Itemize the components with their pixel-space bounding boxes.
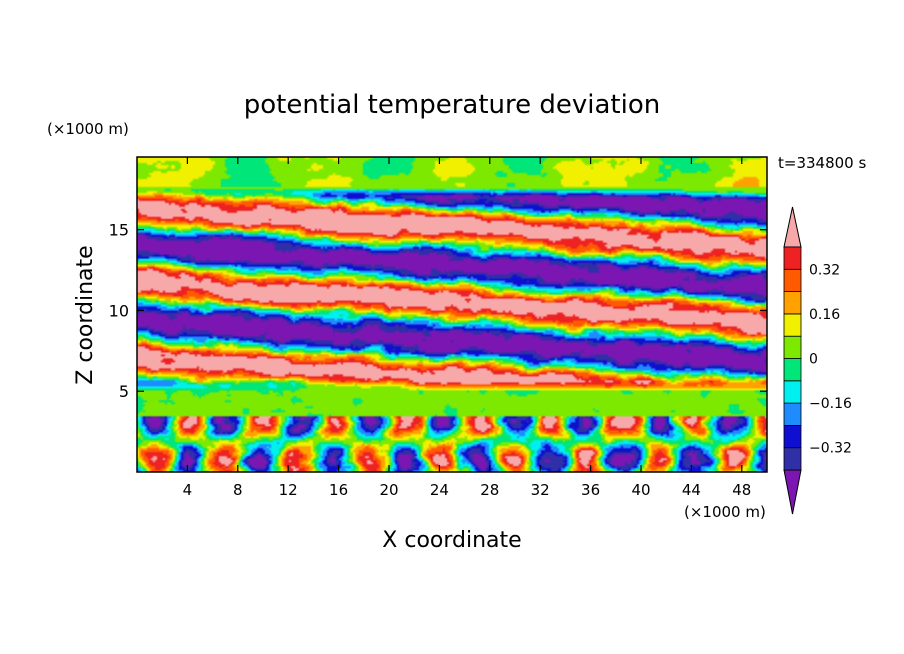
colorbar: 0.32 0.16 0 −0.16 −0.32 — [783, 206, 852, 515]
colorbar-extend-low — [783, 469, 802, 515]
colorbar-box — [783, 291, 802, 315]
time-label: t=334800 s — [778, 154, 866, 172]
colorbar-box — [783, 268, 802, 292]
x-tick-label: 24 — [430, 481, 449, 499]
x-tick-label: 44 — [682, 481, 701, 499]
colorbar-box — [783, 313, 802, 337]
x-tick-label: 40 — [631, 481, 650, 499]
colorbar-box — [783, 447, 802, 471]
colorbar-label: 0.16 — [809, 307, 840, 323]
colorbar-box — [783, 402, 802, 426]
plot-frame — [136, 156, 768, 473]
chart-title: potential temperature deviation — [244, 90, 660, 120]
x-tick-label: 8 — [233, 481, 243, 499]
y-tick-label: 5 — [119, 382, 129, 401]
colorbar-label: 0.32 — [809, 262, 840, 278]
colorbar-label: −0.32 — [809, 441, 852, 457]
y-axis: 5 10 15 — [109, 221, 767, 401]
x-unit-label: (×1000 m) — [684, 503, 766, 521]
x-tick-label: 4 — [183, 481, 193, 499]
y-tick-label: 15 — [109, 221, 129, 240]
x-tick-label: 48 — [732, 481, 751, 499]
x-tick-label: 16 — [329, 481, 348, 499]
colorbar-label: 0 — [809, 352, 818, 368]
y-tick-label: 10 — [109, 301, 129, 320]
x-axis: 4 8 12 16 20 24 28 32 36 40 44 48 — [183, 157, 751, 499]
colorbar-box — [783, 335, 802, 359]
y-axis-label: Z coordinate — [73, 245, 98, 384]
colorbar-extend-high — [783, 206, 802, 248]
x-axis-label: X coordinate — [382, 528, 521, 553]
x-tick-label: 20 — [379, 481, 398, 499]
colorbar-box — [783, 424, 802, 449]
colorbar-box — [783, 246, 802, 270]
x-tick-label: 36 — [581, 481, 600, 499]
colorbar-label: −0.16 — [809, 396, 852, 412]
y-unit-label: (×1000 m) — [47, 120, 129, 138]
heatmap-field — [137, 157, 767, 472]
colorbar-box — [783, 358, 802, 382]
x-tick-label: 12 — [279, 481, 298, 499]
colorbar-box — [783, 380, 802, 404]
x-tick-label: 28 — [480, 481, 499, 499]
x-tick-label: 32 — [531, 481, 550, 499]
plot-area — [136, 156, 768, 473]
